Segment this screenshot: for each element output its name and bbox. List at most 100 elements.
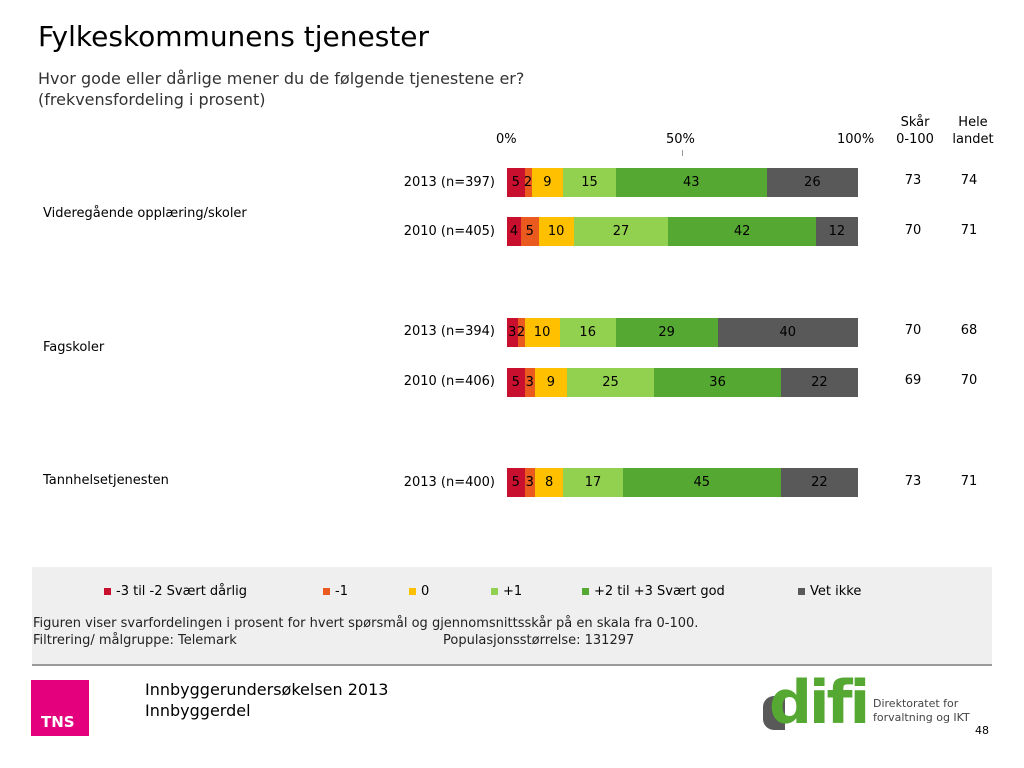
row-label: 2013 (n=397) [403,175,495,190]
legend-item: +1 [491,584,522,599]
bar-segment: 2 [524,168,532,197]
group-label-videregaende: Videregående opplæring/skoler [43,206,247,221]
difi-caption: Direktoratet for forvaltning og IKT [873,697,970,725]
legend-swatch [323,588,330,595]
legend-item: -1 [323,584,348,599]
bar-segment: 40 [717,318,858,347]
subtitle: Hvor gode eller dårlige mener du de følg… [38,68,524,110]
score-value: 70 [904,323,922,338]
bar-segment: 9 [535,368,567,397]
bar-segment: 45 [622,468,781,497]
bar-segment: 15 [563,168,616,197]
stacked-bar: 5 2 9 15 43 26 [507,168,858,197]
national-value: 74 [960,173,978,188]
filter-note: Filtrering/ målgruppe: Telemark [33,633,237,648]
row-label: 2010 (n=406) [403,374,495,389]
stacked-bar: 3 2 10 16 29 40 [507,318,858,347]
tns-logo: TNS [31,680,89,736]
row-label: 2010 (n=405) [403,224,495,239]
difi-caption-line-2: forvaltning og IKT [873,711,970,724]
bar-segment: 22 [780,368,858,397]
footer-survey-title: Innbyggerundersøkelsen 2013 [145,680,389,699]
tns-logo-text: TNS [41,713,75,731]
footnote: Figuren viser svarfordelingen i prosent … [33,616,699,631]
legend-label: 0 [421,584,430,599]
subtitle-line-1: Hvor gode eller dårlige mener du de følg… [38,69,525,88]
bar-segment: 3 [507,318,518,347]
bar-segment: 5 [507,168,525,197]
bar-segment: 8 [535,468,564,497]
legend-item: -3 til -2 Svært dårlig [104,584,247,599]
legend-swatch [104,588,111,595]
axis-tick-100: 100% [837,132,875,147]
row-label: 2013 (n=400) [403,475,495,490]
score-value: 70 [904,223,922,238]
group-label-tannhelse: Tannhelsetjenesten [43,473,169,488]
bar-segment: 5 [507,468,525,497]
legend-swatch [491,588,498,595]
national-value: 71 [960,474,978,489]
score-column-header: Skår 0-100 [889,114,941,148]
legend-label: +1 [503,584,523,599]
stacked-bar: 4 5 10 27 42 12 [507,217,858,246]
difi-logo-text: difi [769,668,870,738]
bar-segment: 22 [780,468,858,497]
legend-item: +2 til +3 Svært god [582,584,725,599]
population-note: Populasjonsstørrelse: 131297 [443,633,635,648]
axis-tick-mark-50 [682,150,683,156]
bar-segment: 29 [615,318,718,347]
bar-segment: 12 [815,217,858,246]
score-header-line-1: Skår [900,115,930,130]
bar-segment: 16 [559,318,616,347]
score-value: 73 [904,474,922,489]
national-header-line-2: landet [952,132,994,147]
legend-label: +2 til +3 Svært god [594,584,725,599]
bar-segment: 42 [668,217,816,246]
legend-label: -3 til -2 Svært dårlig [116,584,247,599]
national-value: 71 [960,223,978,238]
bar-segment: 10 [538,217,574,246]
national-value: 68 [960,323,978,338]
bar-segment: 25 [566,368,655,397]
bar-segment: 9 [531,168,564,197]
difi-logo: difi [757,672,870,738]
bar-segment: 26 [766,168,858,197]
legend-swatch [582,588,589,595]
legend-swatch [798,588,805,595]
score-header-line-2: 0-100 [896,132,934,147]
bar-segment: 43 [615,168,767,197]
row-label: 2013 (n=394) [403,324,495,339]
bar-segment: 4 [507,217,522,246]
score-value: 69 [904,373,922,388]
difi-logo-shape [763,696,785,730]
bar-segment: 27 [573,217,669,246]
bar-segment: 5 [507,368,525,397]
bar-segment: 36 [654,368,781,397]
page-title: Fylkeskommunens tjenester [38,20,430,53]
score-value: 73 [904,173,922,188]
footer-survey-part: Innbyggerdel [145,701,251,720]
bar-segment: 5 [521,217,539,246]
subtitle-line-2: (frekvensfordeling i prosent) [38,90,266,109]
bar-segment: 3 [524,368,536,397]
national-header-line-1: Hele [958,115,988,130]
axis-tick-0: 0% [496,132,517,147]
difi-caption-line-1: Direktoratet for [873,697,959,710]
legend-panel [32,567,992,666]
bar-segment: 17 [563,468,623,497]
legend-item: Vet ikke [798,584,861,599]
stacked-bar: 5 3 8 17 45 22 [507,468,858,497]
group-label-fagskoler: Fagskoler [43,340,105,355]
legend-label: Vet ikke [810,584,862,599]
legend-swatch [409,588,416,595]
stacked-bar: 5 3 9 25 36 22 [507,368,858,397]
legend-item: 0 [409,584,429,599]
page-number: 48 [975,724,989,737]
axis-tick-50: 50% [666,132,695,147]
national-column-header: Hele landet [946,114,1000,148]
bar-segment: 3 [524,468,536,497]
bar-segment: 2 [517,318,525,347]
national-value: 70 [960,373,978,388]
bar-segment: 10 [524,318,560,347]
legend-label: -1 [335,584,348,599]
